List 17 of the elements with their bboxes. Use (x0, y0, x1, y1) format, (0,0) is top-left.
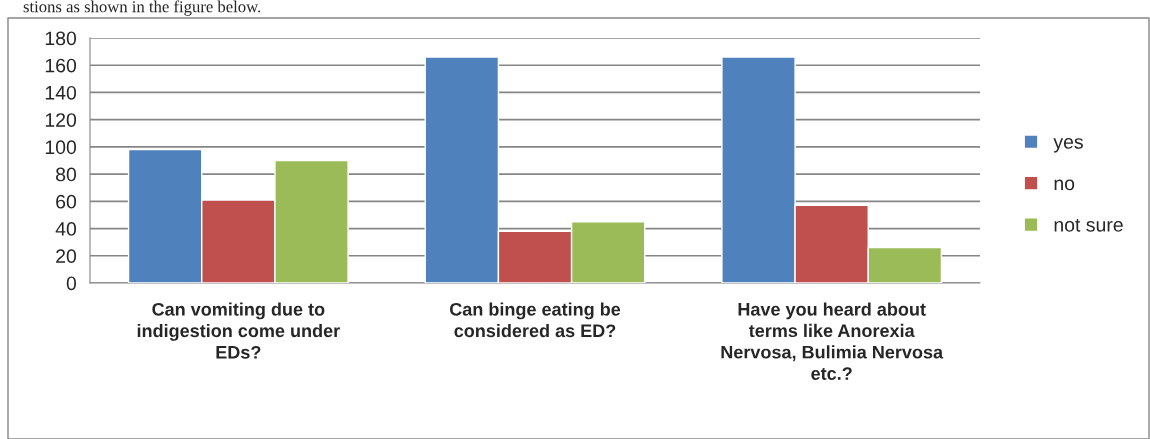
x-tick-label: Can binge eating be considered as ED? (449, 302, 621, 338)
legend-label: no (1054, 179, 1075, 191)
y-tick-label: 60 (56, 194, 77, 209)
y-tick-label: 180 (45, 31, 77, 46)
legend-label: yes (1053, 138, 1083, 153)
x-tick-label: Can vomiting due to indigestion come under EDs? (137, 302, 340, 359)
y-tick-label: 140 (45, 85, 77, 100)
y-tick-label: 160 (45, 58, 77, 73)
text: stions as shown in the figure below. (23, 0, 261, 16)
y-tick-label: 40 (55, 222, 77, 236)
y-tick-label: 120 (45, 113, 77, 127)
y-tick-label: 80 (56, 167, 77, 182)
y-tick-label: 100 (45, 140, 77, 155)
y-tick-label: 0 (66, 276, 77, 291)
y-tick-label: 20 (56, 249, 77, 264)
x-tick-label: Have you heard about terms like Anorexia Nervosa, Bulimia Nervosa etc.? (721, 302, 944, 380)
legend-label: not sure (1054, 218, 1123, 232)
